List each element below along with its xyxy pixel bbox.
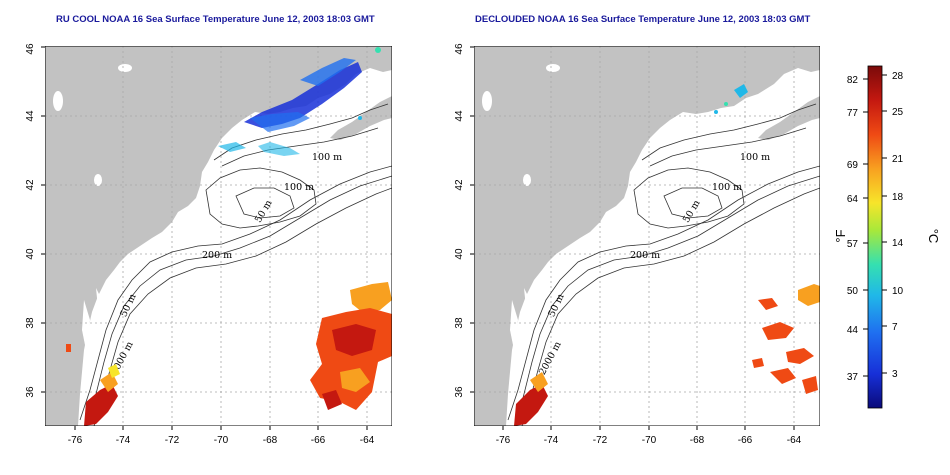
y-tick-label: 36 <box>454 386 465 398</box>
x-tick-label: -72 <box>165 435 180 446</box>
fahrenheit-tick-label: 69 <box>847 160 859 171</box>
lake <box>118 64 132 72</box>
y-axis-labels: 36 38 40 42 44 46 <box>454 43 465 398</box>
sst-cold-patches <box>714 84 748 114</box>
celsius-tick-label: 25 <box>892 107 904 118</box>
panel-left: RU COOL NOAA 16 Sea Surface Temperature … <box>25 14 392 446</box>
bathymetry-contours <box>79 103 392 426</box>
contour-label: 100 m <box>284 182 314 193</box>
contour-label: 200 m <box>630 250 660 261</box>
fahrenheit-tick-label: 37 <box>847 372 859 383</box>
sst-warm-patches <box>514 284 820 426</box>
fahrenheit-labels: 82 77 69 64 57 50 44 37 <box>847 75 859 383</box>
contour-label: 100 m <box>312 152 342 163</box>
lake <box>53 91 63 111</box>
lake <box>546 64 560 72</box>
bay <box>96 288 102 308</box>
y-tick-label: 40 <box>454 248 465 260</box>
celsius-tick-label: 10 <box>892 286 904 297</box>
x-tick-label: -74 <box>116 435 131 446</box>
y-tick-label: 46 <box>454 43 465 55</box>
sst-cold-patches <box>218 47 381 156</box>
celsius-tick-label: 14 <box>892 238 904 249</box>
x-axis-labels: -76 -74 -72 -70 -68 -66 -64 <box>496 435 802 446</box>
y-tick-label: 38 <box>25 317 36 329</box>
x-tick-label: -66 <box>738 435 753 446</box>
land-mass <box>474 46 820 426</box>
y-tick-label: 44 <box>454 110 465 122</box>
x-tick-label: -64 <box>787 435 802 446</box>
y-tick-label: 40 <box>25 248 36 260</box>
celsius-tick-label: 28 <box>892 71 904 82</box>
y-tick-label: 42 <box>454 179 465 191</box>
x-tick-label: -70 <box>214 435 229 446</box>
x-tick-label: -74 <box>544 435 559 446</box>
panel-right: DECLOUDED NOAA 16 Sea Surface Temperatur… <box>454 14 820 446</box>
map-area: 100 m 100 m 50 m 200 m 50 m 2000 m <box>45 46 392 426</box>
bay <box>510 300 518 350</box>
contour-label: 100 m <box>740 152 770 163</box>
x-tick-label: -70 <box>642 435 657 446</box>
axis-ticks <box>470 46 795 430</box>
fahrenheit-tick-label: 57 <box>847 239 859 250</box>
y-tick-label: 44 <box>25 110 36 122</box>
celsius-labels: 28 25 21 18 14 10 7 3 <box>892 71 904 380</box>
y-tick-label: 42 <box>25 179 36 191</box>
fahrenheit-tick-label: 77 <box>847 108 859 119</box>
fahrenheit-tick-label: 64 <box>847 194 859 205</box>
y-tick-label: 36 <box>25 386 36 398</box>
fahrenheit-tick-label: 44 <box>847 325 859 336</box>
x-tick-label: -68 <box>690 435 705 446</box>
celsius-tick-label: 18 <box>892 192 904 203</box>
fahrenheit-tick-label: 82 <box>847 75 859 86</box>
celsius-unit-label: °C <box>926 229 941 244</box>
land-mass <box>45 46 392 426</box>
axis-ticks <box>41 46 368 430</box>
celsius-tick-label: 21 <box>892 154 904 165</box>
fahrenheit-unit-label: °F <box>833 229 848 242</box>
bay <box>82 300 90 350</box>
x-tick-label: -68 <box>263 435 278 446</box>
colorbar: 82 77 69 64 57 50 44 37 28 25 21 18 14 1… <box>833 65 941 409</box>
lake <box>94 174 102 186</box>
y-axis-labels: 36 38 40 42 44 46 <box>25 43 36 398</box>
celsius-tick-label: 7 <box>892 322 898 333</box>
bay <box>524 288 530 308</box>
panel-title: DECLOUDED NOAA 16 Sea Surface Temperatur… <box>475 14 810 25</box>
lake <box>523 174 531 186</box>
x-tick-label: -64 <box>360 435 375 446</box>
x-tick-label: -76 <box>68 435 83 446</box>
colorbar-ramp <box>867 65 883 409</box>
bathymetry-contours <box>507 103 820 426</box>
map-area: 100 m 100 m 50 m 200 m 50 m 2000 m <box>474 46 820 426</box>
panel-title: RU COOL NOAA 16 Sea Surface Temperature … <box>56 14 375 25</box>
y-tick-label: 46 <box>25 43 36 55</box>
land-nova-scotia <box>758 96 820 140</box>
sst-warm-patches <box>66 282 392 426</box>
colorbar-ticks <box>863 74 887 377</box>
fahrenheit-tick-label: 50 <box>847 286 859 297</box>
contour-label: 100 m <box>712 182 742 193</box>
x-tick-label: -76 <box>496 435 511 446</box>
x-tick-label: -66 <box>311 435 326 446</box>
contour-label: 200 m <box>202 250 232 261</box>
lake <box>482 91 492 111</box>
y-tick-label: 38 <box>454 317 465 329</box>
celsius-tick-label: 3 <box>892 369 898 380</box>
x-axis-labels: -76 -74 -72 -70 -68 -66 -64 <box>68 435 375 446</box>
x-tick-label: -72 <box>593 435 608 446</box>
